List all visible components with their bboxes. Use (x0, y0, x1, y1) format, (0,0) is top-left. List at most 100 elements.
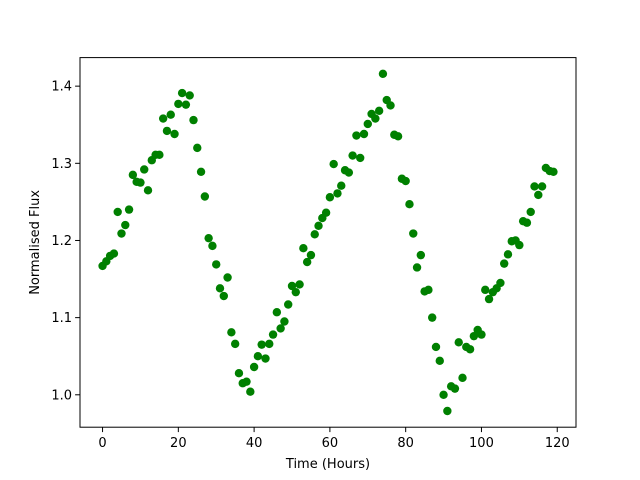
x-tick-label: 0 (98, 436, 106, 451)
data-point (257, 340, 266, 349)
data-point (287, 281, 297, 291)
data-point (208, 241, 217, 251)
data-point (117, 229, 126, 238)
y-tick-label: 1.4 (51, 80, 72, 95)
data-point (537, 182, 547, 191)
data-point (401, 176, 410, 186)
data-point (155, 150, 164, 160)
data-point (435, 356, 444, 366)
data-point (227, 328, 236, 337)
data-point (359, 129, 369, 139)
x-tick-label: 60 (322, 436, 339, 451)
data-point (356, 153, 365, 163)
x-axis-label: Time (Hours) (285, 457, 370, 472)
data-point (363, 119, 372, 129)
data-point (295, 280, 304, 289)
data-point (465, 345, 475, 354)
data-point (458, 373, 467, 383)
data-point (253, 352, 263, 361)
data-point (378, 69, 388, 79)
data-point (409, 229, 418, 238)
data-point (416, 250, 426, 260)
data-point (196, 167, 206, 176)
data-point (500, 259, 509, 268)
data-point (200, 192, 210, 201)
data-point (450, 384, 460, 393)
data-point (329, 159, 338, 169)
data-point (212, 260, 221, 269)
data-point (261, 354, 270, 363)
data-point (344, 168, 354, 177)
data-point (143, 186, 153, 195)
data-point (321, 208, 331, 217)
data-point (306, 250, 316, 260)
data-points (98, 69, 558, 416)
data-point (128, 170, 138, 180)
data-point (302, 257, 312, 267)
data-point (454, 338, 463, 347)
data-point (230, 339, 240, 349)
data-point (515, 240, 524, 250)
data-point (310, 230, 319, 239)
data-point (170, 129, 179, 139)
x-tick-label: 20 (170, 436, 187, 451)
data-point (424, 285, 433, 295)
data-point (193, 143, 202, 153)
data-point (140, 165, 149, 174)
data-point (223, 273, 232, 282)
data-point (136, 178, 145, 187)
data-point (265, 339, 274, 349)
data-point (530, 182, 539, 191)
x-tick-label: 120 (545, 436, 570, 451)
data-point (386, 101, 395, 110)
data-point (431, 342, 441, 352)
data-point (268, 330, 278, 339)
y-tick-label: 1.0 (51, 388, 72, 403)
data-point (284, 300, 293, 309)
data-point (189, 115, 198, 125)
data-point (522, 218, 532, 227)
data-point (166, 110, 175, 119)
data-point (469, 331, 479, 341)
data-point (325, 193, 335, 202)
data-point (333, 189, 342, 198)
data-point (121, 220, 130, 230)
data-point (158, 114, 168, 123)
data-point (280, 317, 289, 326)
data-point (477, 330, 486, 339)
data-point (503, 250, 513, 259)
data-point (496, 278, 505, 288)
x-tick-label: 80 (397, 436, 414, 451)
y-axis: 1.0 1.1 1.2 1.3 1.4 (51, 80, 80, 403)
data-point (352, 131, 361, 140)
data-point (549, 167, 558, 176)
data-point (177, 88, 187, 98)
y-tick-label: 1.1 (51, 311, 72, 326)
data-point (428, 313, 437, 322)
data-point (215, 284, 225, 293)
data-point (242, 377, 251, 386)
data-point (371, 114, 380, 123)
data-point (276, 324, 285, 333)
data-point (272, 308, 282, 317)
data-point (185, 91, 194, 100)
data-point (481, 285, 490, 295)
data-point (484, 294, 494, 304)
data-point (124, 205, 134, 214)
data-point (291, 287, 300, 297)
data-point (393, 132, 403, 141)
data-point (299, 243, 308, 253)
data-point (234, 368, 244, 378)
data-point (109, 249, 119, 258)
y-tick-label: 1.2 (51, 234, 72, 249)
x-axis: 0 20 40 60 80 100 120 (98, 427, 570, 451)
data-point (174, 99, 183, 109)
data-point (526, 207, 535, 217)
data-point (249, 362, 259, 372)
data-point (162, 126, 172, 136)
data-point (181, 100, 191, 109)
data-point (314, 221, 323, 231)
x-tick-label: 40 (246, 436, 263, 451)
